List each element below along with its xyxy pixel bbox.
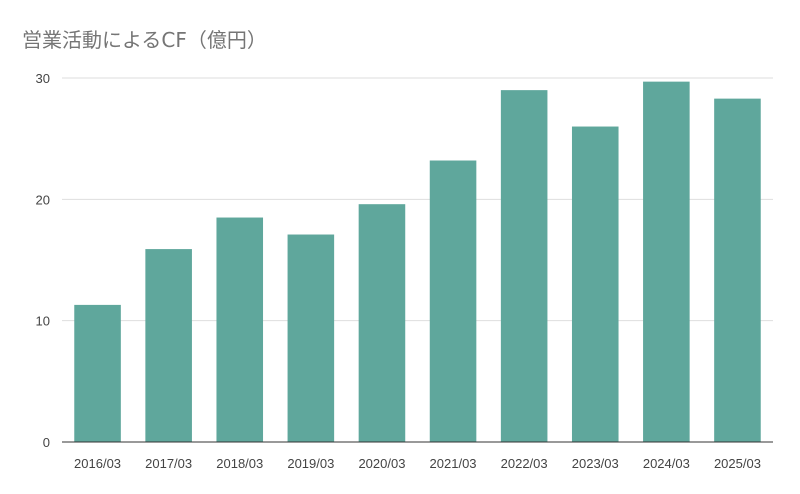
- y-tick-label: 10: [36, 314, 50, 329]
- y-tick-label: 20: [36, 192, 50, 207]
- x-tick-label: 2019/03: [287, 456, 334, 471]
- y-tick-label: 0: [43, 435, 50, 450]
- chart-title: 営業活動によるCF（億円）: [22, 28, 267, 52]
- x-tick-label: 2024/03: [643, 456, 690, 471]
- x-tick-label: 2025/03: [714, 456, 761, 471]
- x-tick-label: 2016/03: [74, 456, 121, 471]
- bar-2019-03: [287, 234, 335, 442]
- x-tick-label: 2018/03: [216, 456, 263, 471]
- bar-2020-03: [358, 204, 406, 442]
- bar-2018-03: [216, 217, 264, 442]
- x-tick-label: 2023/03: [572, 456, 619, 471]
- bar-2016-03: [74, 304, 121, 442]
- x-tick-label: 2020/03: [358, 456, 405, 471]
- bars: [74, 81, 761, 443]
- bar-2021-03: [429, 160, 477, 443]
- x-tick-label: 2022/03: [501, 456, 548, 471]
- bar-2022-03: [500, 90, 548, 442]
- tick-labels: 0 10 20 30 2016/03 2017/03 2018/03 2019/03 2020/…: [36, 71, 761, 471]
- x-tick-label: 2017/03: [145, 456, 192, 471]
- y-tick-label: 30: [36, 71, 50, 86]
- bar-2017-03: [145, 249, 192, 442]
- bar-2025-03: [714, 98, 761, 443]
- bar-2023-03: [571, 126, 619, 443]
- bar-2024-03: [643, 81, 690, 442]
- x-tick-label: 2021/03: [430, 456, 477, 471]
